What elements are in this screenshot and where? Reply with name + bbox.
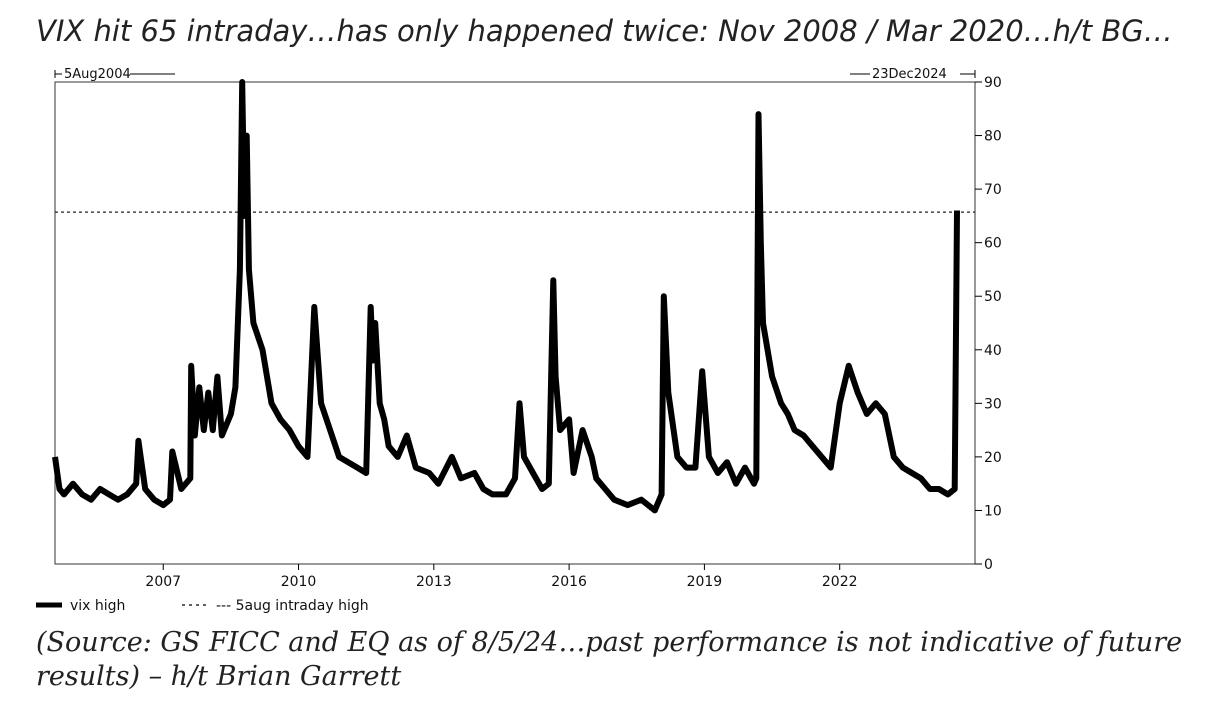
source-note: (Source: GS FICC and EQ as of 8/5/24…pas… — [36, 627, 1183, 692]
legend-label-5aug-high: --- 5aug intraday high — [216, 598, 369, 614]
legend-label-vix-high: vix high — [70, 598, 125, 614]
x-tick-label: 2016 — [551, 574, 587, 590]
y-tick-label: 40 — [984, 343, 1002, 359]
y-tick-label: 90 — [984, 75, 1002, 91]
headline: VIX hit 65 intraday…has only happened tw… — [36, 14, 1173, 48]
y-tick-label: 10 — [984, 503, 1002, 519]
date-range-labels: 5Aug2004 23Dec2024 — [54, 67, 976, 82]
y-tick-label: 50 — [984, 289, 1002, 305]
y-tick-label: 20 — [984, 450, 1002, 466]
y-tick-label: 0 — [984, 557, 993, 573]
x-tick-label: 2010 — [281, 574, 317, 590]
x-tick-label: 2013 — [416, 574, 452, 590]
vix-chart: 5Aug2004 23Dec2024 0 10 20 30 40 50 60 70 80 90 2… — [36, 67, 1002, 614]
x-tick-label: 2007 — [145, 574, 181, 590]
y-tick-label: 60 — [984, 236, 1002, 252]
y-tick-label: 30 — [984, 396, 1002, 412]
range-start-label: 5Aug2004 — [64, 67, 131, 82]
x-axis: 2007 2010 2013 2016 2019 2022 — [145, 564, 858, 590]
y-tick-label: 70 — [984, 182, 1002, 198]
y-tick-label: 80 — [984, 129, 1002, 145]
range-end-label: 23Dec2024 — [872, 67, 947, 82]
x-tick-label: 2022 — [822, 574, 858, 590]
legend: vix high --- 5aug intraday high — [36, 598, 369, 614]
x-tick-label: 2019 — [687, 574, 723, 590]
series-line-vix-high — [52, 79, 960, 514]
y-axis: 0 10 20 30 40 50 60 70 80 90 — [975, 75, 1002, 573]
plot-area — [54, 81, 976, 565]
